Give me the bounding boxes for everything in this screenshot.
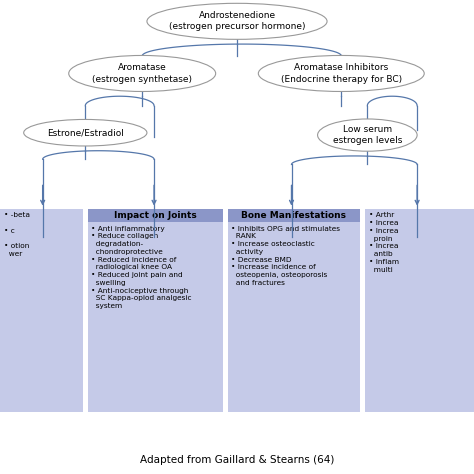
- Text: • Arthr
• Increa
• Increa
  proin
• Increa
  antib
• Inflam
  multi: • Arthr • Increa • Increa proin • Increa…: [369, 212, 399, 273]
- Text: • Inhibits OPG and stimulates
  RANK
• Increase osteoclastic
  activity
• Decrea: • Inhibits OPG and stimulates RANK • Inc…: [231, 226, 340, 286]
- Text: Androstenedione
(estrogen precursor hormone): Androstenedione (estrogen precursor horm…: [169, 11, 305, 31]
- Bar: [365, 209, 474, 412]
- Ellipse shape: [258, 55, 424, 91]
- Text: Bone Manifestations: Bone Manifestations: [241, 210, 346, 219]
- Text: Estrone/Estradiol: Estrone/Estradiol: [47, 128, 124, 137]
- Text: Impact on Joints: Impact on Joints: [114, 210, 197, 219]
- Ellipse shape: [24, 119, 147, 146]
- Text: Adapted from Gaillard & Stearns (64): Adapted from Gaillard & Stearns (64): [140, 455, 334, 465]
- Bar: [88, 209, 223, 222]
- Text: Low serum
estrogen levels: Low serum estrogen levels: [333, 125, 402, 145]
- Text: Aromatase
(estrogen synthetase): Aromatase (estrogen synthetase): [92, 64, 192, 83]
- Text: • -beta

• c

• otion
  wer: • -beta • c • otion wer: [4, 212, 30, 257]
- Text: Aromatase Inhibitors
(Endocrine therapy for BC): Aromatase Inhibitors (Endocrine therapy …: [281, 64, 402, 83]
- Text: • Anti inflammatory
• Reduce collagen
  degradation-
  chondroprotective
• Reduc: • Anti inflammatory • Reduce collagen de…: [91, 226, 192, 309]
- Ellipse shape: [69, 55, 216, 91]
- Bar: [88, 209, 223, 412]
- Bar: [0, 209, 83, 412]
- Ellipse shape: [318, 119, 417, 151]
- Bar: [228, 209, 360, 412]
- Bar: [228, 209, 360, 222]
- Ellipse shape: [147, 3, 327, 39]
